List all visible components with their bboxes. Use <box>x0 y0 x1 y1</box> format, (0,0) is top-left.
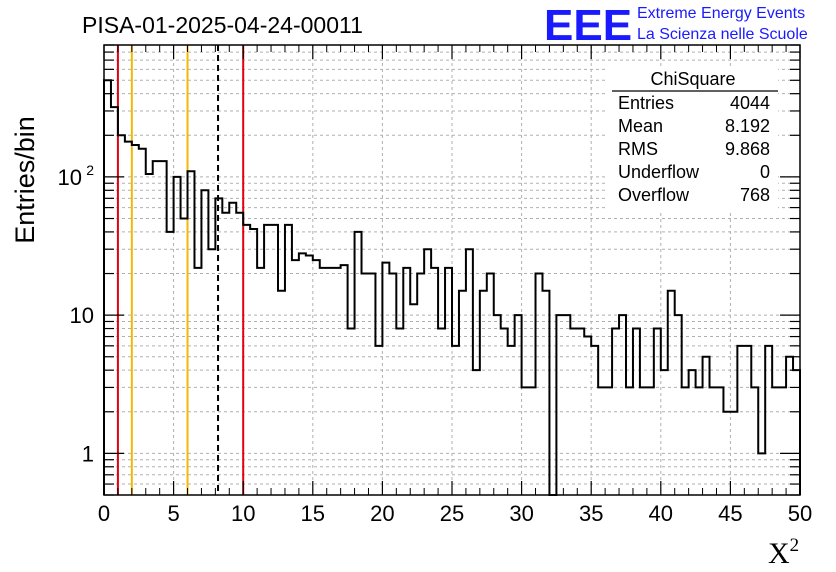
stats-row-value: 4044 <box>730 93 770 113</box>
histogram-outline <box>103 79 801 496</box>
x-axis-title: X2 <box>768 535 799 570</box>
eee-logo: EEE Extreme Energy Events La Scienza nel… <box>544 1 808 50</box>
stats-row-value: 0 <box>760 162 770 182</box>
stats-row-label: Underflow <box>618 162 700 182</box>
x-tick-label: 5 <box>167 501 179 526</box>
stats-row-label: Entries <box>618 93 674 113</box>
logo-line-2: La Scienza nelle Scuole <box>637 26 808 43</box>
plot-frame <box>103 44 801 496</box>
x-tick-label: 25 <box>440 501 464 526</box>
x-tick-label: 35 <box>579 501 603 526</box>
y-tick-label: 10 <box>58 165 82 190</box>
stats-row-value: 768 <box>740 185 770 205</box>
y-tick-label-exponent: 2 <box>86 162 94 178</box>
x-tick-label: 40 <box>649 501 673 526</box>
stats-row-label: Overflow <box>618 185 690 205</box>
y-tick-label: 10 <box>70 303 94 328</box>
stats-row-value: 9.868 <box>725 139 770 159</box>
x-tick-label: 15 <box>301 501 325 526</box>
y-tick-label: 1 <box>82 441 94 466</box>
x-tick-label: 20 <box>370 501 394 526</box>
stats-row-label: Mean <box>618 116 663 136</box>
x-tick-label: 10 <box>231 501 255 526</box>
x-tick-label: 0 <box>98 501 110 526</box>
logo-line-1: Extreme Energy Events <box>637 5 805 22</box>
stats-box-background <box>608 68 778 210</box>
stats-box: ChiSquare Entries 4044 Mean 8.192 RMS 9.868 Un… <box>608 68 778 210</box>
histogram-series <box>103 79 801 496</box>
y-axis-title: Entries/bin <box>10 116 40 244</box>
stats-row-label: RMS <box>618 139 658 159</box>
x-tick-label: 50 <box>788 501 812 526</box>
logo-mark: EEE <box>544 1 632 50</box>
stats-title: ChiSquare <box>650 69 735 89</box>
stats-row-value: 8.192 <box>725 116 770 136</box>
x-tick-label: 45 <box>718 501 742 526</box>
stats-rows: Entries 4044 Mean 8.192 RMS 9.868 Underflow 0 Ov… <box>618 93 770 205</box>
chart-title: PISA-01-2025-04-24-00011 <box>82 12 363 38</box>
x-tick-label: 30 <box>509 501 533 526</box>
